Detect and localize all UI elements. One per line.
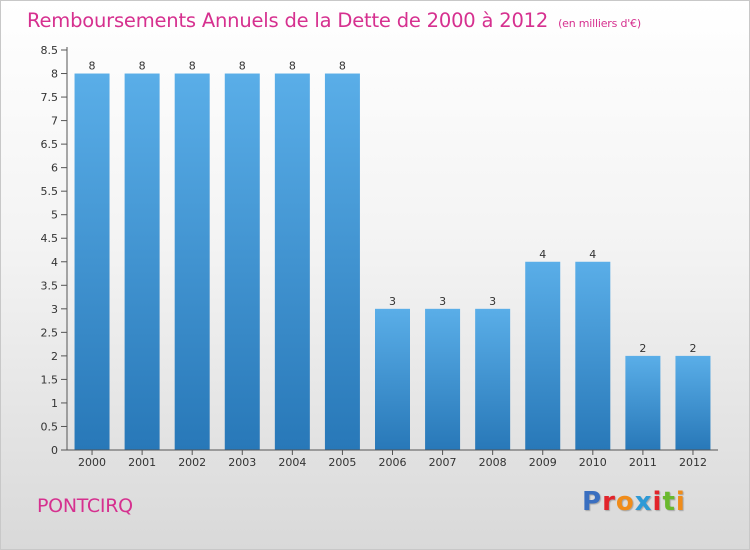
- bar: [274, 73, 310, 450]
- y-tick-label: 1: [51, 397, 58, 410]
- bar: [74, 73, 110, 450]
- data-label: 8: [339, 60, 346, 73]
- chart-title-text: Remboursements Annuels de la Dette de 20…: [27, 9, 549, 32]
- bar: [324, 73, 360, 450]
- y-tick-label: 0.5: [41, 420, 59, 433]
- bar: [174, 73, 210, 450]
- y-tick-label: 2: [51, 350, 58, 363]
- data-label: 8: [189, 60, 196, 73]
- bar: [525, 261, 561, 450]
- data-label: 4: [589, 248, 596, 261]
- y-tick-label: 2.5: [41, 326, 59, 339]
- logo-letter: i: [652, 487, 663, 517]
- data-label: 3: [489, 295, 496, 308]
- data-label: 2: [639, 342, 646, 355]
- logo-letter: t: [662, 487, 676, 517]
- x-tick-label: 2012: [679, 456, 707, 469]
- y-tick-label: 5: [51, 209, 58, 222]
- unit-note: (en milliers d'€): [558, 17, 641, 30]
- x-tick-label: 2004: [278, 456, 306, 469]
- x-tick-label: 2002: [178, 456, 206, 469]
- x-tick-label: 2010: [579, 456, 607, 469]
- x-tick-label: 2011: [629, 456, 657, 469]
- y-tick-label: 6.5: [41, 138, 59, 151]
- x-tick-label: 2001: [128, 456, 156, 469]
- x-tick-label: 2008: [479, 456, 507, 469]
- data-label: 4: [539, 248, 546, 261]
- proxiti-logo: Proxiti: [582, 487, 686, 517]
- logo-letter: P: [582, 487, 603, 517]
- x-tick-label: 2007: [429, 456, 457, 469]
- data-label: 8: [89, 60, 96, 73]
- y-tick-label: 0: [51, 444, 58, 457]
- x-tick-label: 2003: [228, 456, 256, 469]
- chart-title: Remboursements Annuels de la Dette de 20…: [27, 9, 641, 32]
- bar: [224, 73, 260, 450]
- y-tick-label: 3.5: [41, 279, 59, 292]
- bar: [625, 355, 661, 450]
- y-tick-label: 6: [51, 162, 58, 175]
- logo-letter: r: [602, 487, 616, 517]
- logo-letter: i: [675, 487, 686, 517]
- y-tick-label: 7: [51, 115, 58, 128]
- bar: [475, 308, 511, 450]
- y-tick-label: 4: [51, 256, 58, 269]
- bar: [425, 308, 461, 450]
- y-tick-label: 5.5: [41, 185, 59, 198]
- commune-name: PONTCIRQ: [37, 495, 133, 517]
- data-label: 8: [139, 60, 146, 73]
- x-tick-label: 2005: [328, 456, 356, 469]
- data-label: 3: [439, 295, 446, 308]
- bar: [575, 261, 611, 450]
- x-tick-label: 2006: [379, 456, 407, 469]
- y-tick-label: 8: [51, 68, 58, 81]
- x-tick-label: 2000: [78, 456, 106, 469]
- data-label: 2: [689, 342, 696, 355]
- y-tick-label: 7.5: [41, 91, 59, 104]
- data-label: 3: [389, 295, 396, 308]
- data-label: 8: [239, 60, 246, 73]
- logo-letter: o: [615, 487, 635, 517]
- bar: [375, 308, 410, 450]
- y-tick-label: 8.5: [41, 44, 59, 57]
- x-tick-label: 2009: [529, 456, 557, 469]
- bar: [675, 355, 711, 450]
- logo-letter: x: [634, 487, 653, 517]
- y-tick-label: 4.5: [41, 232, 59, 245]
- bar: [124, 73, 160, 450]
- data-label: 8: [289, 60, 296, 73]
- y-tick-label: 3: [51, 303, 58, 316]
- y-tick-label: 1.5: [41, 373, 59, 386]
